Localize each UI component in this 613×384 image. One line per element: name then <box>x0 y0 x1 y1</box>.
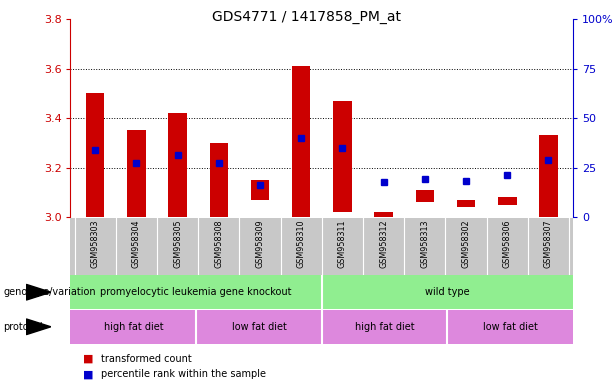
Text: GSM958309: GSM958309 <box>256 219 265 268</box>
Text: GSM958303: GSM958303 <box>91 219 100 268</box>
Text: GSM958302: GSM958302 <box>462 219 471 268</box>
Bar <box>416 190 434 202</box>
Text: percentile rank within the sample: percentile rank within the sample <box>101 369 266 379</box>
Text: high fat diet: high fat diet <box>355 322 414 332</box>
Text: GSM958307: GSM958307 <box>544 219 553 268</box>
Bar <box>210 143 228 217</box>
Text: GSM958312: GSM958312 <box>379 219 388 268</box>
Text: low fat diet: low fat diet <box>232 322 286 332</box>
Bar <box>292 66 311 217</box>
Text: promyelocytic leukemia gene knockout: promyelocytic leukemia gene knockout <box>101 287 292 297</box>
Text: GSM958310: GSM958310 <box>297 219 306 268</box>
Text: GSM958308: GSM958308 <box>215 219 223 268</box>
Text: wild type: wild type <box>425 287 470 297</box>
Text: GSM958305: GSM958305 <box>173 219 182 268</box>
Bar <box>251 180 269 200</box>
Text: transformed count: transformed count <box>101 354 192 364</box>
Text: ■: ■ <box>83 354 93 364</box>
Text: GSM958311: GSM958311 <box>338 219 347 268</box>
Text: low fat diet: low fat diet <box>483 322 538 332</box>
Bar <box>539 136 558 217</box>
Text: genotype/variation: genotype/variation <box>3 287 96 297</box>
Bar <box>457 200 475 207</box>
Text: GSM958313: GSM958313 <box>421 219 429 268</box>
Bar <box>333 101 352 212</box>
Text: ■: ■ <box>83 369 93 379</box>
Polygon shape <box>26 285 51 300</box>
Text: GDS4771 / 1417858_PM_at: GDS4771 / 1417858_PM_at <box>212 10 401 23</box>
Text: protocol: protocol <box>3 322 43 332</box>
Polygon shape <box>26 319 51 334</box>
Text: GSM958304: GSM958304 <box>132 219 141 268</box>
Bar <box>498 197 517 205</box>
Bar <box>375 212 393 217</box>
Bar <box>86 93 104 217</box>
Bar <box>127 131 146 217</box>
Bar <box>169 113 187 217</box>
Text: high fat diet: high fat diet <box>104 322 163 332</box>
Text: GSM958306: GSM958306 <box>503 219 512 268</box>
